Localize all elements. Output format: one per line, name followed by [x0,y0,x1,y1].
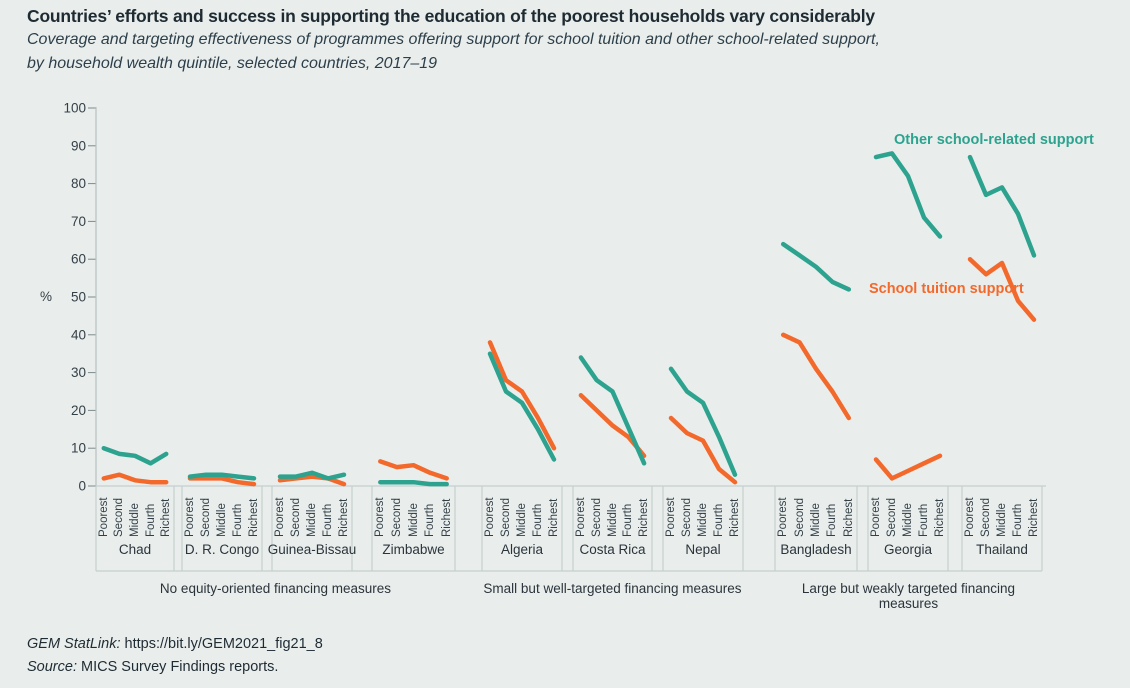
quintile-tick-label: Second [590,497,603,537]
figure-subtitle-line1: Coverage and targeting effectiveness of … [27,31,880,48]
country-label-algeria: Algeria [500,542,544,557]
quintile-tick-label: Fourth [1012,503,1024,537]
quintile-tick-label: Fourth [424,503,437,537]
quintile-tick-label: Richest [160,498,173,537]
figure-title: Countries’ efforts and success in suppor… [27,6,875,26]
quintile-tick-label: Poorest [184,497,196,537]
quintile-tick-label: Fourth [532,503,544,537]
quintile-tick-label: Middle [697,503,709,537]
quintile-tick-label: Fourth [622,503,635,537]
quintile-tick-label: Poorest [777,497,790,537]
quintile-tick-label: Poorest [97,497,110,537]
country-label-chad: Chad [118,542,152,557]
quintile-tick-label: Middle [810,503,822,537]
figure-subtitle-line2: by household wealth quintile, selected c… [27,55,438,72]
quintile-tick-label: Middle [407,503,420,537]
quintile-tick-label: Poorest [964,497,976,537]
country-label-thailand: Thailand [976,542,1028,557]
quintile-tick-label: Second [390,497,403,537]
quintile-tick-label: Poorest [665,497,677,537]
quintile-tick-label: Second [290,497,302,537]
quintile-tick-label: Fourth [713,503,725,537]
quintile-tick-label: Fourth [232,503,244,537]
quintile-tick-label: Richest [440,498,453,537]
quintile-tick-label: Richest [638,498,651,537]
quintile-tick-label: Fourth [918,503,930,537]
quintile-tick-label: Richest [548,498,560,537]
quintile-tick-label: Richest [248,498,260,537]
quintile-tick-label: Poorest [870,497,882,537]
statlink-url: https://bit.ly/GEM2021_fig21_8 [124,636,323,652]
group-label-3: Large but weakly targeted financing meas… [801,581,1016,611]
quintile-tick-label: Middle [129,503,141,537]
group-label-2: Small but well-targeted financing measur… [483,581,742,596]
statlink-line: GEM StatLink: https://bit.ly/GEM2021_fig… [27,636,323,652]
quintile-tick-label: Poorest [374,497,387,537]
legend-school-tuition-support: School tuition support [869,281,1024,297]
country-label-d-r-congo: D. R. Congo [184,542,260,557]
quintile-tick-label: Middle [516,503,528,537]
y-axis-unit-label: % [40,289,53,304]
country-label-zimbabwe: Zimbabwe [382,542,445,557]
quintile-tick-label: Poorest [274,497,286,537]
source-line: Source: MICS Survey Findings reports. [27,659,278,675]
quintile-tick-label: Middle [306,503,318,537]
country-label-nepal: Nepal [685,542,721,557]
quintile-tick-label: Middle [996,503,1008,537]
quintile-tick-label: Second [886,497,898,537]
quintile-tick-label: Second [793,497,806,537]
quintile-tick-label: Poorest [484,497,496,537]
quintile-tick-label: Second [500,497,512,537]
source-label: Source: [27,659,77,675]
quintile-tick-label: Poorest [574,497,587,537]
country-label-costa-rica: Costa Rica [579,542,646,557]
country-label-georgia: Georgia [883,542,933,557]
country-label-bangladesh: Bangladesh [780,542,852,557]
quintile-tick-label: Richest [729,498,741,537]
legend-other-school-related-support: Other school-related support [894,132,1094,148]
country-label-guinea-bissau: Guinea-Bissau [267,542,357,557]
group-label-1: No equity-oriented financing measures [159,581,392,596]
source-text: MICS Survey Findings reports. [81,659,279,675]
quintile-tick-label: Fourth [322,503,334,537]
quintile-tick-label: Richest [1028,498,1040,537]
quintile-tick-label: Middle [216,503,228,537]
quintile-tick-label: Middle [902,503,914,537]
quintile-tick-label: Fourth [144,503,157,537]
quintile-tick-label: Middle [606,503,619,537]
quintile-tick-label: Second [113,497,126,537]
quintile-tick-label: Second [681,497,693,537]
quintile-tick-label: Richest [934,498,946,537]
quintile-tick-label: Second [980,497,992,537]
quintile-tick-label: Fourth [826,503,839,537]
quintile-tick-label: Richest [338,498,350,537]
statlink-label: GEM StatLink: [27,636,121,652]
quintile-tick-label: Richest [842,498,855,537]
quintile-tick-label: Second [200,497,212,537]
